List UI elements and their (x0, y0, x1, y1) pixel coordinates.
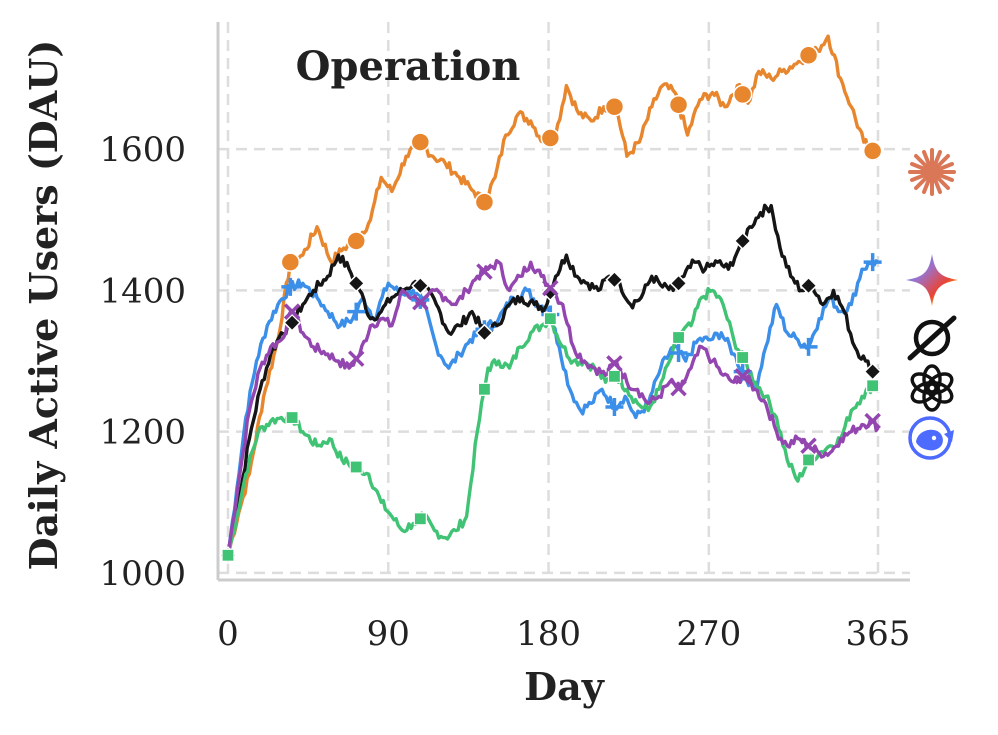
marker-claude (668, 94, 689, 115)
marker-claude (474, 192, 495, 212)
marker-deepseek (476, 263, 493, 280)
marker-chatgpt (285, 410, 299, 425)
marker-claude (862, 141, 883, 161)
x-tick-label: 180 (516, 614, 581, 654)
marker-chatgpt (221, 548, 235, 562)
marker-deepseek (283, 303, 301, 320)
x-tick-label: 90 (367, 614, 410, 654)
marker-gemini (347, 302, 366, 321)
marker-grok (283, 313, 302, 332)
marker-deepseek (412, 293, 429, 311)
marker-deepseek (542, 279, 559, 297)
marker-claude (604, 97, 625, 117)
marker-claude (798, 45, 819, 66)
series-line-grok (226, 203, 880, 556)
y-axis-title: Daily Active Users (DAU) (21, 40, 66, 571)
marker-gemini (863, 253, 882, 272)
marker-chatgpt (671, 330, 686, 345)
marker-deepseek (864, 412, 881, 430)
gemini-icon (906, 254, 958, 306)
marker-deepseek (347, 350, 365, 367)
y-tick-label: 1400 (99, 271, 186, 311)
marker-grok (669, 274, 688, 293)
marker-gemini (281, 277, 300, 296)
y-tick-label: 1200 (99, 413, 186, 453)
marker-chatgpt (477, 382, 492, 396)
marker-chatgpt (349, 460, 363, 474)
x-tick-label: 270 (676, 614, 741, 654)
axes (216, 22, 910, 582)
marker-deepseek (670, 379, 687, 397)
marker-grok (733, 231, 752, 251)
marker-chatgpt (413, 512, 427, 526)
chatgpt-icon (910, 364, 954, 412)
chart-title: Operation (296, 43, 521, 90)
marker-grok (475, 323, 494, 342)
marker-grok (411, 276, 430, 295)
marker-gemini (669, 343, 688, 362)
marker-claude (280, 252, 301, 272)
claude-icon (908, 148, 956, 196)
marker-grok (605, 270, 624, 289)
marker-grok (799, 276, 818, 295)
marker-deepseek (800, 437, 817, 455)
marker-grok (347, 274, 366, 293)
series-line-gemini (226, 259, 879, 556)
y-tick-label: 1000 (99, 554, 186, 594)
marker-chatgpt (801, 453, 816, 467)
x-axis-title: Day (524, 664, 605, 709)
x-tick-label: 0 (217, 614, 239, 654)
marker-chatgpt (736, 350, 750, 365)
x-tick-label: 365 (846, 614, 911, 654)
marker-chatgpt (607, 369, 622, 383)
marker-claude (540, 128, 561, 148)
series-markers (218, 45, 883, 565)
deepseek-icon (908, 416, 954, 460)
marker-claude (346, 231, 366, 251)
marker-gemini (605, 397, 624, 416)
grok-icon (907, 315, 957, 361)
legend (906, 148, 958, 460)
marker-chatgpt (543, 312, 557, 326)
marker-claude (732, 84, 753, 105)
series-line-chatgpt (226, 286, 880, 556)
marker-deepseek (734, 368, 751, 385)
y-tick-label: 1600 (99, 130, 186, 170)
marker-grok (541, 283, 560, 302)
marker-chatgpt (866, 379, 880, 393)
marker-claude (410, 132, 431, 152)
marker-deepseek (606, 355, 623, 372)
series-line-deepseek (226, 259, 880, 556)
marker-gemini (799, 337, 818, 356)
tick-labels: 0 90 180 270 365 1000 1200 1400 1600 (99, 130, 910, 654)
